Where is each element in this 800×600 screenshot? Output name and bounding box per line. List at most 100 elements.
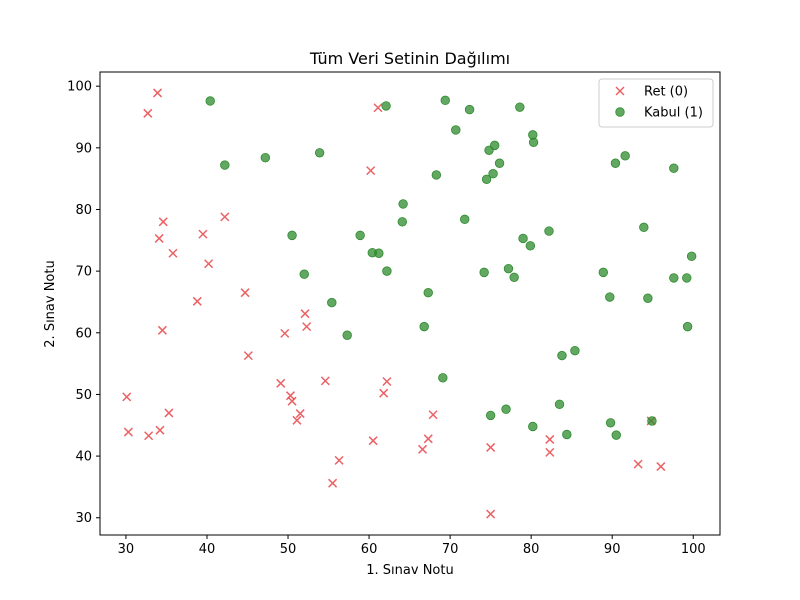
- kabul-point: [423, 288, 433, 298]
- y-tick-label: 100: [67, 80, 92, 95]
- ret-point: [423, 434, 433, 444]
- kabul-point: [682, 273, 692, 283]
- points-layer: [122, 88, 697, 519]
- kabul-point: [525, 241, 536, 251]
- x-tick-label: 80: [523, 542, 540, 557]
- ret-point: [545, 434, 555, 444]
- kabul-point: [647, 416, 657, 426]
- kabul-point: [260, 152, 271, 163]
- y-axis-ticks: 30 40 50 60 70 80 90 100: [67, 80, 100, 526]
- kabul-point: [605, 418, 616, 428]
- ret-point: [285, 391, 295, 401]
- x-tick-label: 30: [118, 542, 135, 557]
- kabul-point: [528, 421, 538, 432]
- ret-point: [198, 229, 208, 239]
- kabul-point: [419, 321, 429, 332]
- series-ret: [122, 88, 666, 519]
- y-tick-label: 80: [75, 203, 92, 218]
- kabul-point: [611, 430, 621, 440]
- kabul-point: [557, 350, 567, 361]
- kabul-point: [494, 158, 505, 168]
- kabul-point: [489, 140, 500, 151]
- kabul-point: [464, 104, 475, 115]
- ret-point: [144, 431, 154, 441]
- ret-point: [486, 442, 496, 452]
- x-tick-label: 90: [604, 542, 621, 557]
- ret-point: [155, 425, 165, 435]
- kabul-point: [397, 217, 408, 227]
- ret-point: [164, 408, 174, 418]
- kabul-point: [374, 248, 384, 258]
- ret-point: [295, 409, 305, 419]
- legend-label: Kabul (1): [644, 106, 703, 121]
- ret-point: [280, 328, 290, 338]
- x-tick-label: 60: [361, 542, 378, 557]
- ret-point: [366, 166, 376, 176]
- x-tick-label: 70: [442, 542, 459, 557]
- kabul-point: [382, 266, 392, 276]
- ret-point: [633, 459, 643, 469]
- kabul-point: [451, 125, 461, 135]
- ret-point: [243, 351, 253, 361]
- y-tick-label: 60: [75, 326, 92, 341]
- kabul-point: [485, 410, 496, 421]
- y-axis-label: 2. Sınav Notu: [43, 260, 58, 347]
- ret-point: [300, 309, 310, 319]
- x-axis-label: 1. Sınav Notu: [366, 563, 453, 578]
- legend-box: [598, 78, 714, 128]
- ret-point: [302, 322, 312, 332]
- kabul-point: [682, 321, 693, 332]
- ret-point: [157, 325, 167, 335]
- ret-point: [428, 410, 438, 420]
- ret-point: [486, 509, 496, 519]
- ret-point: [153, 88, 163, 98]
- ret-point: [123, 427, 133, 437]
- ret-point: [656, 462, 666, 472]
- plot-frame: [99, 71, 721, 536]
- kabul-point: [509, 272, 519, 282]
- kabul-point: [440, 95, 450, 106]
- kabul-point: [220, 160, 230, 170]
- ret-point: [379, 388, 389, 398]
- ret-point: [418, 444, 428, 454]
- ret-point: [158, 217, 168, 227]
- kabul-point: [544, 226, 554, 236]
- kabul-point: [620, 151, 630, 161]
- ret-point: [192, 296, 202, 306]
- x-tick-label: 40: [199, 542, 216, 557]
- ret-point: [373, 103, 383, 113]
- y-tick-label: 30: [75, 511, 92, 526]
- y-tick-label: 40: [75, 450, 92, 465]
- kabul-point: [327, 297, 337, 308]
- kabul-point: [355, 230, 365, 241]
- kabul-point: [570, 345, 580, 356]
- kabul-point: [299, 269, 309, 279]
- ret-point: [143, 108, 153, 118]
- kabul-point: [605, 292, 615, 302]
- y-tick-label: 70: [75, 265, 92, 280]
- x-tick-label: 100: [681, 542, 706, 557]
- kabul-point: [639, 222, 649, 233]
- ret-point: [122, 392, 132, 402]
- x-tick-label: 50: [280, 542, 297, 557]
- kabul-point: [481, 174, 492, 184]
- ret-point: [240, 288, 250, 298]
- kabul-point: [554, 399, 565, 409]
- kabul-point: [643, 293, 653, 303]
- series-kabul: [205, 95, 697, 440]
- kabul-point: [287, 230, 297, 241]
- kabul-point: [488, 169, 498, 179]
- kabul-point: [528, 137, 539, 147]
- ret-point: [292, 415, 302, 425]
- ret-point: [328, 478, 338, 488]
- legend-marker: [615, 107, 625, 117]
- ret-point: [545, 447, 555, 457]
- legend-label: Ret (0): [644, 85, 688, 100]
- ret-point: [382, 376, 392, 387]
- ret-point: [334, 455, 344, 465]
- kabul-point: [314, 148, 325, 158]
- ret-point: [320, 376, 330, 386]
- kabul-point: [479, 267, 489, 278]
- ret-point: [287, 396, 297, 406]
- kabul-point: [518, 233, 528, 244]
